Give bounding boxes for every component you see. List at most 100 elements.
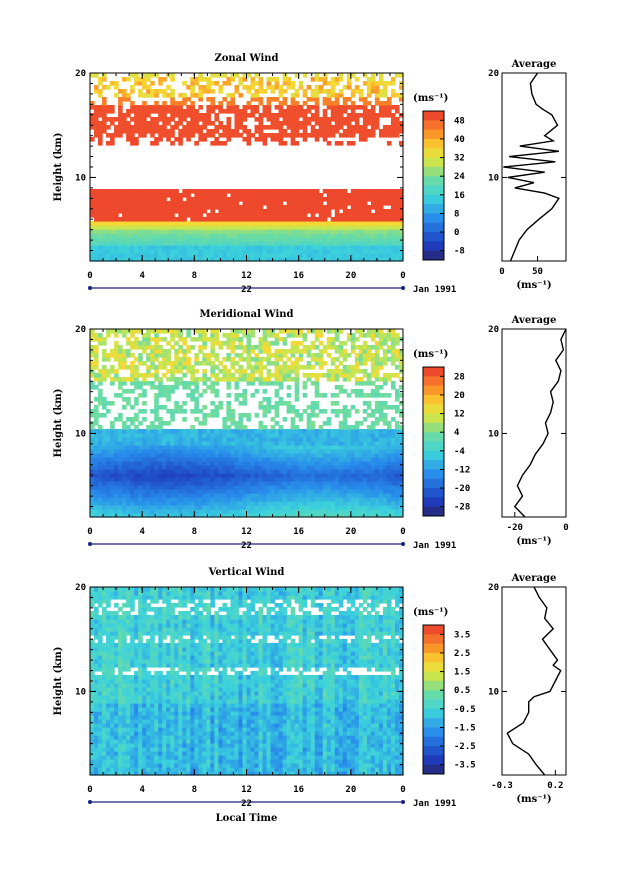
heatmap-cell bbox=[290, 341, 296, 346]
heatmap-cell bbox=[130, 125, 135, 130]
heatmap-cell bbox=[294, 445, 300, 450]
heatmap-cell bbox=[210, 505, 215, 510]
heatmap-cell bbox=[122, 253, 127, 258]
heatmap-cell bbox=[334, 445, 340, 450]
heatmap-cell bbox=[318, 365, 324, 370]
heatmap-cell bbox=[210, 201, 215, 206]
heatmap-cell bbox=[162, 473, 167, 478]
heatmap-cell bbox=[258, 337, 264, 342]
heatmap-cell bbox=[90, 373, 95, 378]
heatmap-cell bbox=[150, 329, 155, 334]
heatmap-cell bbox=[286, 461, 292, 466]
heatmap-cell bbox=[282, 257, 288, 262]
heatmap-cell bbox=[274, 465, 280, 470]
heatmap-cell bbox=[310, 425, 316, 430]
heatmap-cell bbox=[398, 241, 404, 246]
heatmap-cell bbox=[150, 221, 155, 226]
heatmap-cell bbox=[174, 237, 179, 242]
heatmap-cell bbox=[134, 225, 139, 230]
heatmap-cell bbox=[170, 253, 175, 258]
heatmap-cell bbox=[294, 133, 300, 138]
heatmap-cell bbox=[378, 73, 384, 78]
heatmap-cell bbox=[314, 353, 320, 358]
heatmap-cell bbox=[366, 465, 372, 470]
heatmap-cell bbox=[146, 461, 151, 466]
heatmap-cell bbox=[178, 369, 183, 374]
heatmap-cell bbox=[234, 377, 240, 382]
heatmap-cell bbox=[150, 89, 155, 94]
heatmap-cell bbox=[346, 333, 352, 338]
heatmap-cell bbox=[278, 217, 284, 222]
heatmap-cell bbox=[98, 105, 103, 110]
heatmap-cell bbox=[242, 221, 248, 226]
heatmap-cell bbox=[170, 233, 175, 238]
heatmap-cell bbox=[158, 509, 163, 514]
heatmap-cell bbox=[322, 497, 328, 502]
heatmap-cell bbox=[238, 493, 244, 498]
heatmap-cell bbox=[306, 85, 312, 90]
heatmap-cell bbox=[394, 205, 400, 210]
heatmap-cell bbox=[258, 437, 264, 442]
heatmap-cell bbox=[286, 85, 292, 90]
heatmap-cell bbox=[286, 213, 292, 218]
heatmap-cell bbox=[318, 361, 324, 366]
heatmap-cell bbox=[334, 129, 340, 134]
heatmap-cell bbox=[150, 381, 155, 386]
heatmap-cell bbox=[238, 225, 244, 230]
heatmap-cell bbox=[106, 329, 111, 334]
heatmap-cell bbox=[334, 217, 340, 222]
heatmap-cell bbox=[366, 493, 372, 498]
heatmap-cell bbox=[90, 209, 95, 214]
heatmap-cell bbox=[150, 429, 155, 434]
heatmap-cell bbox=[282, 133, 288, 138]
heatmap-cell bbox=[322, 505, 328, 510]
colorbar-label: 16 bbox=[454, 191, 465, 201]
heatmap-cell bbox=[134, 413, 139, 418]
heatmap-cell bbox=[230, 377, 236, 382]
heatmap-cell bbox=[342, 253, 348, 258]
heatmap-cell bbox=[362, 221, 368, 226]
heatmap-cell bbox=[234, 381, 240, 386]
heatmap-cell bbox=[298, 341, 304, 346]
profile-x-tick-label: 0 bbox=[499, 267, 504, 277]
heatmap-cell bbox=[298, 249, 304, 254]
heatmap-cell bbox=[98, 473, 103, 478]
heatmap-cell bbox=[90, 477, 95, 482]
panel-title: Zonal Wind bbox=[214, 53, 278, 64]
heatmap-cell bbox=[350, 497, 356, 502]
heatmap-cell bbox=[142, 377, 147, 382]
heatmap-cell bbox=[390, 189, 396, 194]
heatmap-cell bbox=[114, 449, 119, 454]
heatmap-cell bbox=[246, 133, 252, 138]
heatmap-cell bbox=[294, 397, 300, 402]
heatmap-cell bbox=[186, 225, 191, 230]
heatmap-cell bbox=[90, 433, 95, 438]
heatmap-cell bbox=[90, 245, 95, 250]
heatmap-cell bbox=[146, 437, 151, 442]
heatmap-cell bbox=[186, 201, 191, 206]
heatmap-cell bbox=[290, 449, 296, 454]
heatmap-cell bbox=[186, 365, 191, 370]
heatmap-cell bbox=[222, 225, 228, 230]
heatmap-cell bbox=[266, 105, 272, 110]
heatmap-cell bbox=[262, 509, 268, 514]
heatmap-cell bbox=[186, 497, 191, 502]
heatmap-cell bbox=[274, 445, 280, 450]
heatmap-cell bbox=[154, 445, 159, 450]
heatmap-cell bbox=[126, 481, 131, 486]
heatmap-cell bbox=[334, 101, 340, 106]
heatmap-cell bbox=[266, 369, 272, 374]
heatmap-cell bbox=[202, 137, 207, 142]
heatmap-cell bbox=[302, 333, 308, 338]
heatmap-cell bbox=[202, 209, 207, 214]
heatmap-cell bbox=[374, 369, 380, 374]
heatmap-cell bbox=[102, 509, 107, 514]
heatmap-cell bbox=[258, 197, 264, 202]
heatmap-cell bbox=[290, 201, 296, 206]
heatmap-cell bbox=[310, 125, 316, 130]
heatmap-cell bbox=[186, 385, 191, 390]
heatmap-cell bbox=[202, 197, 207, 202]
heatmap-cell bbox=[166, 393, 171, 398]
heatmap-cell bbox=[110, 193, 115, 198]
